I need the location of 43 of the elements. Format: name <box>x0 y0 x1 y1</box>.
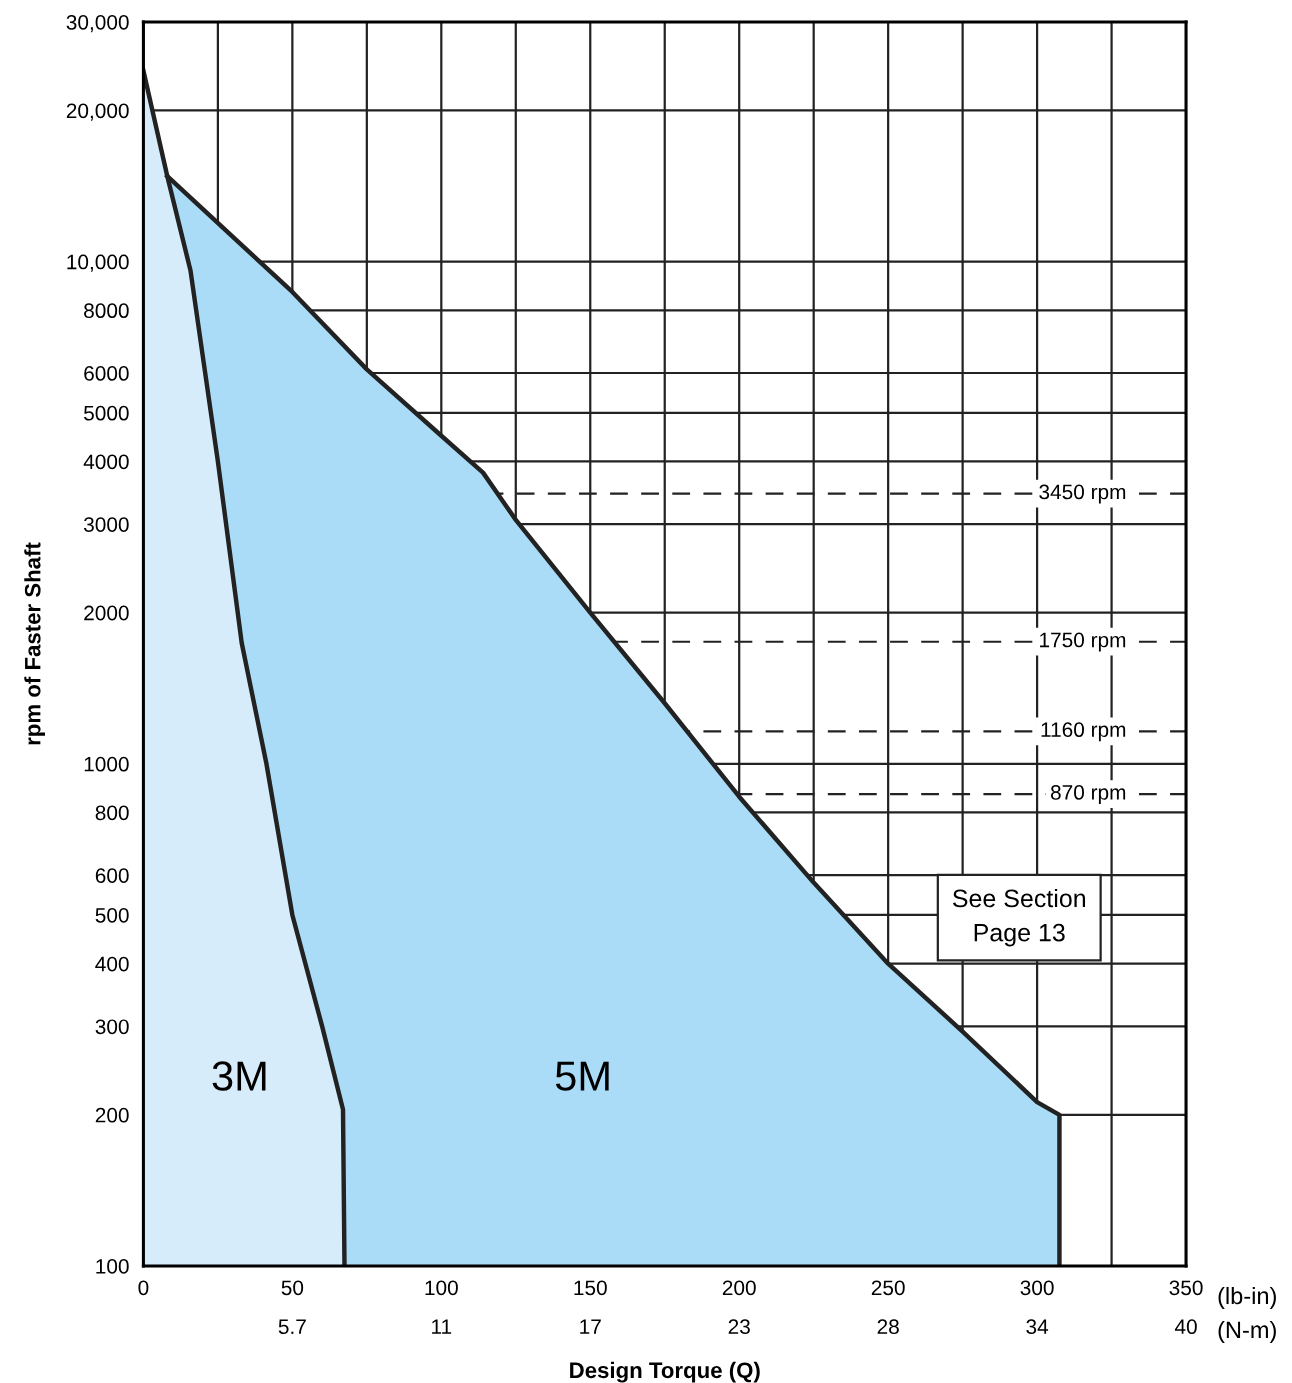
text: (lb-in) <box>1218 1286 1276 1309</box>
y-tick-label: 20,000 <box>66 103 129 121</box>
y-tick-label: 8000 <box>84 303 129 319</box>
y-tick-label: 200 <box>95 1107 129 1123</box>
ref-line-label: 1160 rpm <box>1041 722 1126 742</box>
x2-tick-label: 34 <box>1026 1319 1049 1335</box>
text: (N-m) <box>1218 1320 1276 1343</box>
y-tick-label: 800 <box>95 805 129 821</box>
x-tick-label: 300 <box>1020 1280 1054 1296</box>
y-tick-label: 30,000 <box>66 14 129 33</box>
y-tick-label: 400 <box>95 956 129 972</box>
annotation: See Section Page 13 <box>952 888 1086 947</box>
series-label: 5M <box>555 1061 609 1091</box>
x2-tick-label: 11 <box>432 1319 452 1334</box>
series-label: 3M <box>212 1061 266 1091</box>
x-tick-label: 250 <box>871 1280 905 1296</box>
x-axis-title: Design Torque (Q) <box>570 1361 760 1383</box>
y-tick-label: 10,000 <box>67 254 129 272</box>
y-tick-label: 4000 <box>83 454 129 470</box>
ref-line-label: 1750 rpm <box>1040 632 1126 652</box>
x-tick-label: 50 <box>281 1280 304 1296</box>
y-tick-label: 300 <box>95 1019 129 1035</box>
x2-tick-label: 5.7 <box>278 1319 306 1335</box>
x-tick-label: 350 <box>1169 1280 1203 1296</box>
y-axis-title: rpm of Faster Shaft <box>24 542 45 745</box>
x-tick-label: 150 <box>574 1280 607 1296</box>
x2-tick-label: 28 <box>877 1319 899 1335</box>
x-tick-label: 200 <box>722 1280 756 1296</box>
x2-tick-label: 40 <box>1174 1319 1197 1335</box>
y-tick-label: 1000 <box>84 756 129 772</box>
y-tick-label: 100 <box>96 1259 129 1274</box>
x-tick-label: 100 <box>425 1280 458 1296</box>
y-tick-label: 2000 <box>84 605 129 621</box>
y-tick-label: 5000 <box>84 405 129 421</box>
x2-tick-label: 23 <box>728 1319 750 1335</box>
ref-line-label: 870 rpm <box>1050 785 1126 804</box>
ref-line-label: 3450 rpm <box>1039 484 1126 504</box>
x-tick-label: 0 <box>138 1280 149 1296</box>
y-tick-label: 600 <box>95 868 129 883</box>
y-tick-label: 3000 <box>83 517 129 532</box>
x2-tick-label: 17 <box>580 1319 601 1334</box>
y-tick-label: 6000 <box>84 366 129 381</box>
y-tick-label: 500 <box>95 907 129 923</box>
